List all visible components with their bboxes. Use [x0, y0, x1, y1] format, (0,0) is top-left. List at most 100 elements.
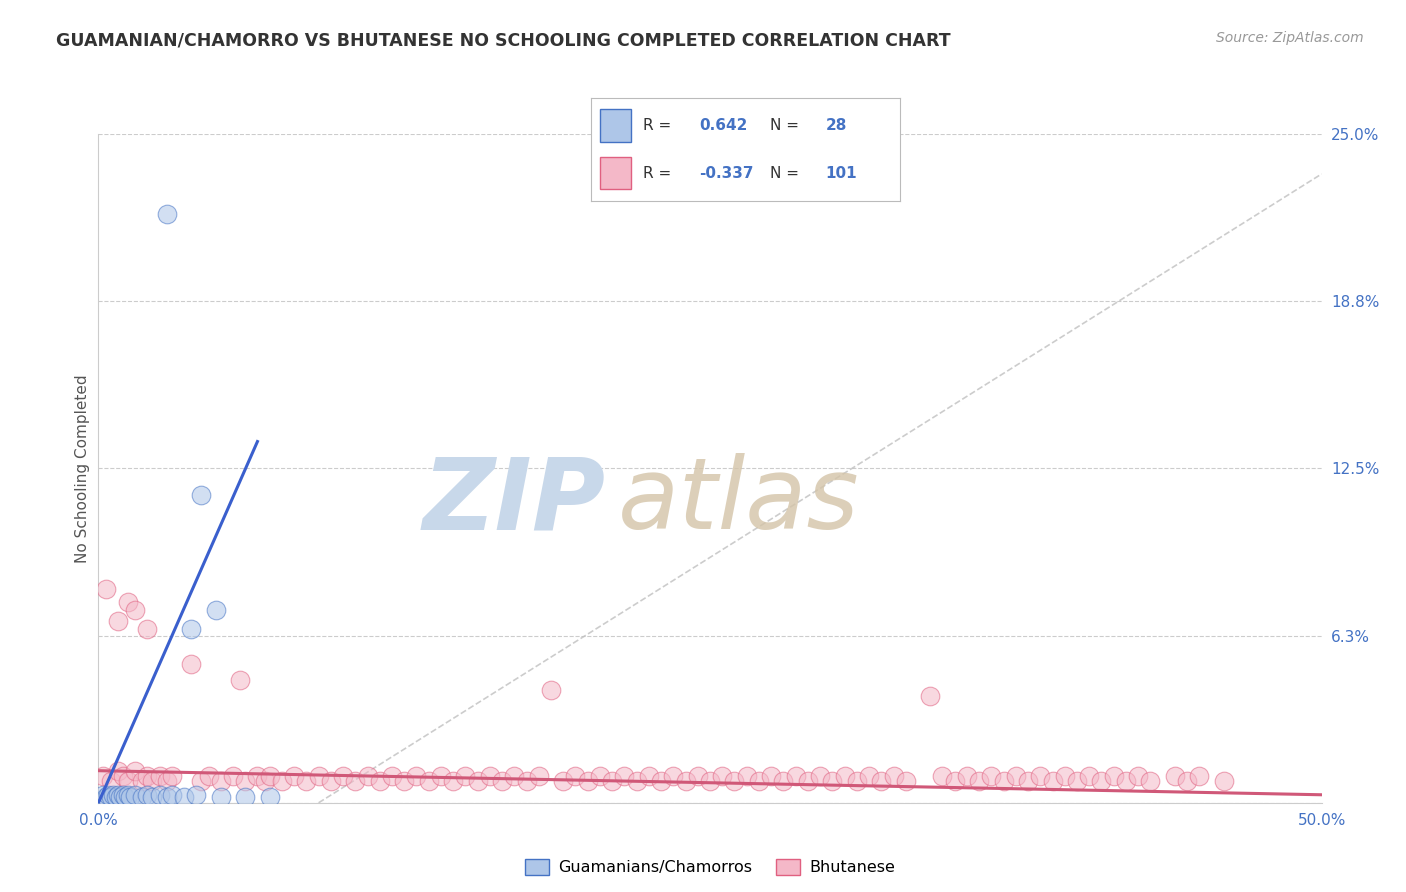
Point: [149, 769, 172, 783]
Point: [1078, 769, 1101, 783]
Point: [94, 790, 117, 805]
Point: [1090, 774, 1112, 789]
Point: [576, 774, 599, 789]
Point: [834, 769, 856, 783]
Point: [1004, 769, 1026, 783]
Point: [233, 774, 256, 789]
Point: [149, 788, 172, 802]
Point: [156, 207, 179, 221]
Bar: [600, 110, 631, 142]
Point: [662, 769, 685, 783]
Text: R =: R =: [643, 166, 676, 180]
Point: [797, 774, 820, 789]
Point: [124, 603, 146, 617]
Point: [441, 774, 464, 789]
Point: [131, 774, 153, 789]
Point: [553, 774, 575, 789]
Point: [1188, 769, 1211, 783]
Point: [136, 622, 159, 636]
Point: [650, 774, 672, 789]
Point: [332, 769, 354, 783]
Point: [104, 790, 127, 805]
Point: [197, 769, 219, 783]
Point: [821, 774, 844, 789]
Point: [156, 774, 179, 789]
Point: [920, 689, 942, 703]
Text: 28: 28: [825, 119, 846, 133]
Point: [1053, 769, 1076, 783]
Text: GUAMANIAN/CHAMORRO VS BHUTANESE NO SCHOOLING COMPLETED CORRELATION CHART: GUAMANIAN/CHAMORRO VS BHUTANESE NO SCHOO…: [56, 31, 950, 49]
Point: [711, 769, 734, 783]
Point: [253, 774, 276, 789]
Point: [209, 790, 232, 805]
Point: [124, 764, 146, 778]
Point: [967, 774, 990, 789]
Point: [478, 769, 501, 783]
Point: [589, 769, 612, 783]
Point: [107, 614, 129, 628]
Point: [430, 769, 453, 783]
Point: [136, 769, 159, 783]
Point: [613, 769, 636, 783]
Text: ZIP: ZIP: [423, 453, 606, 550]
Point: [491, 774, 513, 789]
Point: [111, 788, 134, 802]
Point: [761, 769, 783, 783]
Point: [772, 774, 794, 789]
Point: [160, 769, 183, 783]
Point: [233, 790, 256, 805]
Point: [173, 790, 195, 805]
Point: [190, 488, 212, 502]
Point: [418, 774, 440, 789]
Point: [283, 769, 305, 783]
Point: [405, 769, 427, 783]
Point: [107, 764, 129, 778]
Point: [141, 790, 163, 805]
Point: [180, 622, 202, 636]
Point: [97, 788, 120, 802]
Point: [1128, 769, 1150, 783]
Text: Source: ZipAtlas.com: Source: ZipAtlas.com: [1216, 31, 1364, 45]
Point: [259, 790, 281, 805]
Point: [209, 774, 232, 789]
Point: [467, 774, 489, 789]
Point: [100, 774, 122, 789]
Point: [308, 769, 330, 783]
Point: [1115, 774, 1137, 789]
Y-axis label: No Schooling Completed: No Schooling Completed: [75, 374, 90, 563]
Text: N =: N =: [770, 166, 804, 180]
Point: [931, 769, 953, 783]
Text: atlas: atlas: [619, 453, 860, 550]
Point: [723, 774, 745, 789]
Point: [845, 774, 868, 789]
Point: [564, 769, 586, 783]
Bar: [600, 157, 631, 189]
Point: [1017, 774, 1039, 789]
Point: [381, 769, 404, 783]
Point: [785, 769, 807, 783]
Point: [1102, 769, 1125, 783]
Text: 101: 101: [825, 166, 858, 180]
Point: [686, 769, 709, 783]
Point: [222, 769, 245, 783]
Point: [626, 774, 648, 789]
Point: [638, 769, 661, 783]
Point: [392, 774, 416, 789]
Point: [735, 769, 758, 783]
Point: [160, 788, 183, 802]
Point: [956, 769, 979, 783]
Point: [1164, 769, 1187, 783]
Point: [91, 769, 114, 783]
Point: [515, 774, 537, 789]
Point: [246, 769, 269, 783]
Point: [205, 603, 228, 617]
Point: [1042, 774, 1064, 789]
Point: [1066, 774, 1088, 789]
Text: R =: R =: [643, 119, 676, 133]
Text: N =: N =: [770, 119, 804, 133]
Point: [110, 790, 132, 805]
Point: [527, 769, 550, 783]
Point: [117, 595, 139, 609]
Point: [190, 774, 212, 789]
Point: [870, 774, 893, 789]
